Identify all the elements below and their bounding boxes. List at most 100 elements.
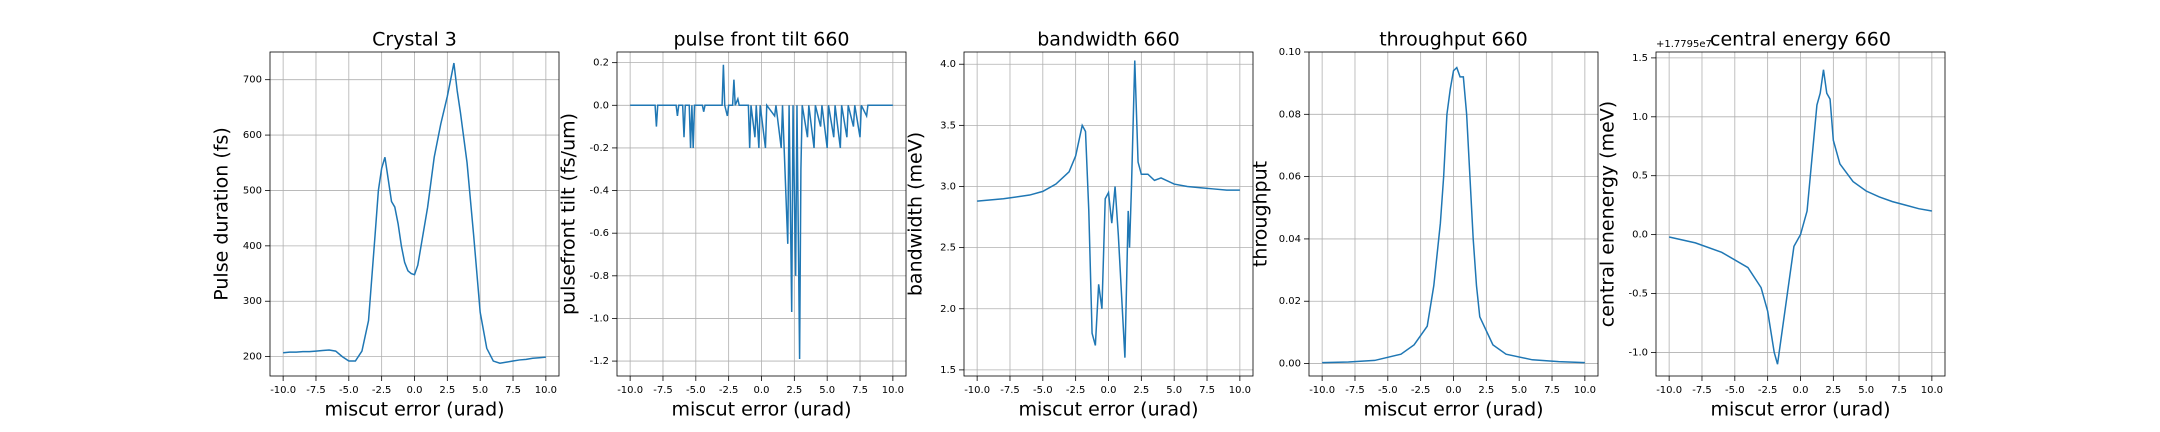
y-tick-label: 2.0 (940, 304, 956, 315)
x-tick-label: -7.5 (1000, 385, 1020, 396)
x-tick-label: -7.5 (1345, 385, 1365, 396)
x-tick-label: 5.0 (1511, 385, 1527, 396)
y-tick-label: -1.0 (1628, 347, 1648, 358)
x-tick-label: 2.5 (1825, 385, 1841, 396)
y-tick-label: -0.4 (589, 186, 609, 197)
subplot: -10.0 -7.5 -5.0 -2.5 0.0 2.5 5.0 7.5 10.0 0.00 0.0… (1250, 29, 1599, 421)
x-tick-label: 0.0 (1793, 385, 1809, 396)
y-tick-label: -1.2 (589, 356, 609, 367)
y-tick-label: 0.00 (1279, 359, 1301, 370)
y-tick-label: 0.02 (1279, 296, 1301, 307)
subplot: -10.0 -7.5 -5.0 -2.5 0.0 2.5 5.0 7.5 10.0 200 300 4… (211, 29, 560, 421)
y-tick-label: 2.5 (940, 243, 956, 254)
chart-title: throughput 660 (1379, 29, 1528, 51)
axes-frame (616, 51, 907, 377)
x-tick-label: -2.5 (1411, 385, 1431, 396)
x-tick-label: 7.5 (1199, 385, 1215, 396)
data-line (1668, 69, 1932, 365)
y-tick-label: -0.2 (589, 143, 609, 154)
y-tick-label: 0.2 (593, 58, 609, 69)
x-tick-label: -2.5 (1758, 385, 1778, 396)
x-tick-label: -5.0 (1725, 385, 1745, 396)
y-tick-label: 600 (243, 130, 262, 141)
x-tick-label: -5.0 (339, 385, 359, 396)
x-axis-label: miscut error (urad) (1018, 399, 1198, 421)
y-tick-label: -1.0 (589, 313, 609, 324)
x-tick-label: -2.5 (372, 385, 392, 396)
x-tick-label: 5.0 (1166, 385, 1182, 396)
subplot: -10.0 -7.5 -5.0 -2.5 0.0 2.5 5.0 7.5 10.0 1.5 2.0 2… (905, 29, 1254, 421)
y-tick-label: 0.0 (1632, 230, 1648, 241)
y-tick-label: 400 (243, 241, 262, 252)
subplot: -10.0 -7.5 -5.0 -2.5 0.0 2.5 5.0 7.5 10.0 -1.0 -0.… (1597, 29, 1946, 421)
chart-title: Crystal 3 (372, 29, 457, 51)
x-tick-label: 2.5 (1133, 385, 1149, 396)
x-tick-label: -2.5 (1066, 385, 1086, 396)
y-tick-label: 500 (243, 185, 262, 196)
y-tick-label: 3.0 (940, 181, 956, 192)
x-tick-label: 7.5 (505, 385, 521, 396)
x-tick-label: 2.5 (786, 385, 802, 396)
y-tick-label: 3.5 (940, 120, 956, 131)
x-axis-label: miscut error (urad) (1363, 399, 1543, 421)
y-tick-label: 200 (243, 352, 262, 363)
x-axis-label: miscut error (urad) (671, 399, 851, 421)
y-axis-label: central enenergy (meV) (1597, 101, 1619, 327)
y-tick-label: 1.5 (940, 365, 956, 376)
x-axis-label: miscut error (urad) (324, 399, 504, 421)
x-tick-label: 7.5 (852, 385, 868, 396)
y-tick-label: 0.06 (1279, 172, 1301, 183)
y-axis-label: throughput (1250, 161, 1272, 267)
y-tick-label: -0.8 (589, 271, 609, 282)
x-tick-label: -7.5 (306, 385, 326, 396)
x-tick-label: -5.0 (1033, 385, 1053, 396)
x-tick-label: -10.0 (617, 385, 643, 396)
x-tick-label: -5.0 (686, 385, 706, 396)
offset-label: +1.7795e7 (1656, 39, 1712, 50)
x-tick-label: 10.0 (882, 385, 904, 396)
axes-frame (269, 51, 560, 377)
y-axis-label: pulsefront tilt (fs/um) (558, 113, 580, 315)
y-tick-label: 0.08 (1279, 109, 1301, 120)
x-tick-label: 0.0 (754, 385, 770, 396)
chart-title: pulse front tilt 660 (673, 29, 849, 51)
y-tick-label: -0.5 (1628, 289, 1648, 300)
y-tick-label: -0.6 (589, 228, 609, 239)
y-axis-label: Pulse duration (fs) (211, 127, 233, 300)
y-tick-label: 0.10 (1279, 47, 1301, 58)
x-tick-label: 5.0 (819, 385, 835, 396)
x-tick-label: 0.0 (1101, 385, 1117, 396)
y-tick-label: 1.0 (1632, 112, 1648, 123)
y-tick-label: 700 (243, 75, 262, 86)
x-tick-label: -2.5 (719, 385, 739, 396)
chart-title: central energy 660 (1710, 29, 1891, 51)
y-tick-label: 1.5 (1632, 53, 1648, 64)
x-tick-label: 10.0 (1921, 385, 1943, 396)
y-tick-label: 0.0 (593, 100, 609, 111)
x-tick-label: 0.0 (407, 385, 423, 396)
x-tick-label: 10.0 (1229, 385, 1251, 396)
x-tick-label: -10.0 (1656, 385, 1682, 396)
x-tick-label: 2.5 (1478, 385, 1494, 396)
x-tick-label: -10.0 (1309, 385, 1335, 396)
x-tick-label: 7.5 (1544, 385, 1560, 396)
x-tick-label: -10.0 (964, 385, 990, 396)
data-line (283, 62, 546, 365)
axes-frame (1655, 51, 1946, 377)
x-tick-label: -7.5 (653, 385, 673, 396)
x-tick-label: 0.0 (1446, 385, 1462, 396)
x-tick-label: -7.5 (1692, 385, 1712, 396)
x-tick-label: 5.0 (1858, 385, 1874, 396)
axes-frame (963, 51, 1254, 377)
x-tick-label: 2.5 (439, 385, 455, 396)
x-tick-label: 10.0 (1574, 385, 1596, 396)
x-tick-label: 7.5 (1891, 385, 1907, 396)
data-line (1322, 66, 1585, 364)
subplot: -10.0 -7.5 -5.0 -2.5 0.0 2.5 5.0 7.5 10.0 -1.2 -1.… (558, 29, 907, 421)
data-line (630, 64, 893, 359)
x-tick-label: 10.0 (535, 385, 557, 396)
y-tick-label: 4.0 (940, 59, 956, 70)
x-tick-label: 5.0 (472, 385, 488, 396)
axes-frame (1308, 51, 1599, 377)
y-tick-label: 0.5 (1632, 171, 1648, 182)
